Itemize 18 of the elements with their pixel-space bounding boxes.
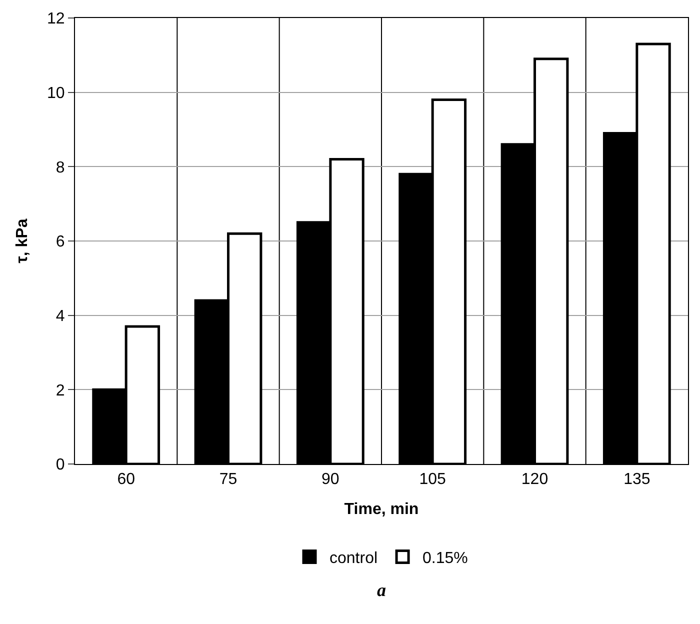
text: a xyxy=(377,580,386,600)
y-tick-label: 6 xyxy=(56,234,65,251)
x-axis-title: Time, min xyxy=(344,500,419,518)
y-tick-label: 0 xyxy=(56,456,65,474)
y-axis-title: τ, kPa xyxy=(14,218,31,264)
x-tick-label: 90 xyxy=(322,471,340,488)
y-tick-label: 12 xyxy=(47,10,65,28)
x-tick-label: 105 xyxy=(419,471,446,488)
x-tick-label: 60 xyxy=(117,471,136,488)
x-tick-label: 75 xyxy=(219,471,238,488)
y-tick-label: 8 xyxy=(56,159,65,176)
legend-label: control xyxy=(330,550,378,567)
legend-label: 0.15% xyxy=(422,550,468,567)
y-tick-label: 2 xyxy=(56,382,65,400)
y-tick-label: 4 xyxy=(56,308,65,325)
x-tick-label: 120 xyxy=(521,471,548,488)
y-tick-label: 10 xyxy=(47,84,65,102)
x-tick-label: 135 xyxy=(624,471,650,488)
